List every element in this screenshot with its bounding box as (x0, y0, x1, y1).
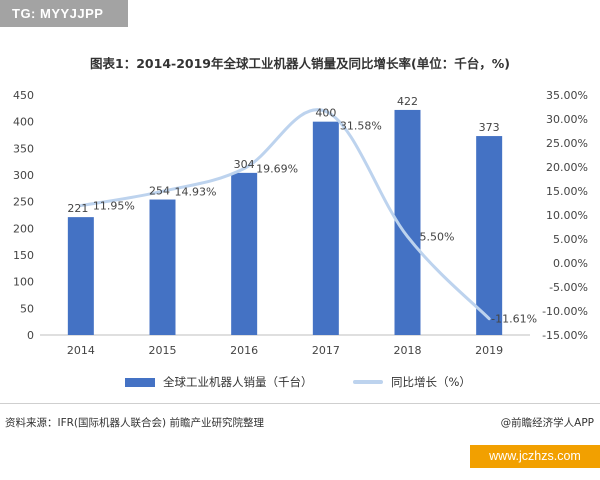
y-right-tick-label: 20.00% (546, 161, 588, 174)
bar-value-label: 254 (149, 185, 170, 198)
y-right-tick-label: 25.00% (546, 137, 588, 150)
y-right-tick-label: 5.00% (553, 233, 588, 246)
footer-divider (0, 403, 600, 404)
y-left-tick-label: 50 (20, 302, 34, 315)
legend-item-growth: 同比增长（%） (353, 374, 471, 390)
legend-bar-swatch (125, 377, 155, 387)
bar-value-label: 304 (234, 158, 255, 171)
bar (149, 199, 176, 335)
y-right-tick-label: 15.00% (546, 185, 588, 198)
chart-legend: 全球工业机器人销量（千台） 同比增长（%） (0, 374, 600, 390)
bar (231, 172, 258, 335)
x-tick-label: 2014 (67, 344, 95, 357)
bar-value-label: 422 (397, 95, 418, 108)
y-left-tick-label: 450 (13, 89, 34, 102)
y-right-tick-label: 35.00% (546, 89, 588, 102)
source-note: 资料来源：IFR(国际机器人联合会) 前瞻产业研究院整理 (5, 417, 264, 429)
bar-value-label: 221 (67, 202, 88, 215)
growth-value-label: -11.61% (491, 313, 537, 326)
publisher-credit: @前瞻经济学人APP (500, 417, 594, 429)
bar-value-label: 400 (315, 107, 336, 120)
x-tick-label: 2017 (312, 344, 340, 357)
chart-plot: 0 50 100 150 200 250 300 350 400 450 -15.00% -10.00… (13, 89, 588, 357)
x-tick-label: 2015 (149, 344, 177, 357)
legend-label-growth: 同比增长（%） (391, 375, 471, 389)
y-right-tick-label: -5.00% (549, 281, 588, 294)
y-left-tick-label: 150 (13, 249, 34, 262)
x-tick-label: 2019 (475, 344, 503, 357)
bar (67, 217, 94, 335)
bar-value-label: 373 (479, 121, 500, 134)
site-badge: www.jczhzs.com (470, 445, 600, 468)
watermark-tag: TG: MYYJJPP (0, 0, 128, 27)
y-left-tick-label: 350 (13, 142, 34, 155)
y-right-tick-label: 0.00% (553, 257, 588, 270)
x-tick-label: 2016 (230, 344, 258, 357)
bar (312, 121, 339, 336)
legend-label-sales: 全球工业机器人销量（千台） (163, 375, 313, 389)
y-right-tick-label: -15.00% (542, 329, 588, 342)
growth-value-label: 14.93% (175, 185, 217, 198)
legend-line-swatch (353, 380, 383, 384)
y-right-tick-label: -10.00% (542, 305, 588, 318)
growth-value-label: 5.50% (420, 231, 455, 244)
y-right-tick-label: 10.00% (546, 209, 588, 222)
growth-line (79, 108, 491, 321)
growth-value-label: 19.69% (256, 162, 298, 175)
growth-value-label: 31.58% (340, 120, 382, 133)
bar (476, 136, 503, 335)
legend-item-sales: 全球工业机器人销量（千台） (125, 374, 313, 390)
y-right-tick-label: 30.00% (546, 113, 588, 126)
y-left-tick-label: 400 (13, 116, 34, 129)
y-left-tick-label: 250 (13, 196, 34, 209)
y-left-tick-label: 0 (27, 329, 34, 342)
growth-value-label: 11.95% (93, 200, 135, 213)
x-tick-label: 2018 (394, 344, 422, 357)
y-left-tick-label: 100 (13, 276, 34, 289)
y-left-tick-label: 300 (13, 169, 34, 182)
chart-title: 图表1：2014-2019年全球工业机器人销量及同比增长率(单位：千台，%) (90, 56, 510, 71)
y-left-tick-label: 200 (13, 222, 34, 235)
